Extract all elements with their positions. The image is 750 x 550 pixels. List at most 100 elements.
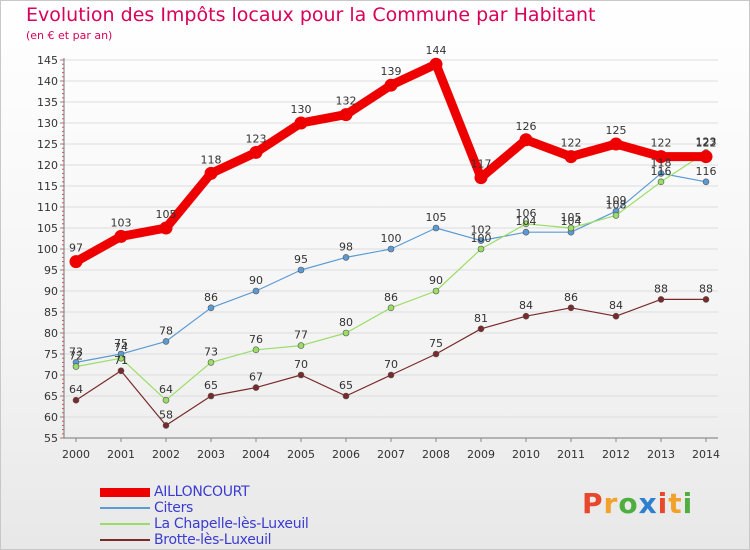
chart-subtitle: (en € et par an) bbox=[26, 29, 113, 42]
x-tick-label: 2008 bbox=[422, 448, 450, 461]
y-tick-label: 80 bbox=[44, 327, 58, 340]
logo-letter: o bbox=[618, 487, 639, 520]
data-point bbox=[522, 220, 530, 228]
data-label: 130 bbox=[291, 103, 312, 116]
data-point bbox=[207, 392, 215, 400]
data-point bbox=[477, 237, 485, 244]
data-label: 70 bbox=[294, 358, 308, 371]
data-label: 71 bbox=[114, 354, 128, 367]
y-tick-label: 140 bbox=[37, 75, 58, 88]
data-point bbox=[654, 150, 668, 164]
data-point bbox=[207, 359, 215, 366]
data-point bbox=[162, 422, 170, 429]
data-point bbox=[252, 346, 260, 354]
data-label: 104 bbox=[561, 215, 582, 228]
data-point bbox=[657, 178, 665, 186]
data-label: 73 bbox=[204, 345, 218, 358]
logo-letter: t bbox=[668, 487, 683, 520]
x-tick-label: 2007 bbox=[377, 448, 405, 461]
data-label: 122 bbox=[651, 137, 672, 150]
data-point bbox=[72, 363, 80, 370]
data-label: 125 bbox=[606, 124, 627, 137]
x-tick-label: 2002 bbox=[152, 448, 180, 461]
y-tick-label: 65 bbox=[44, 390, 58, 403]
data-point bbox=[702, 178, 710, 186]
data-label: 80 bbox=[339, 316, 353, 329]
y-tick-label: 95 bbox=[44, 264, 58, 277]
data-label: 88 bbox=[654, 282, 668, 295]
x-tick-label: 2009 bbox=[467, 448, 495, 461]
data-point bbox=[117, 367, 125, 375]
data-label: 126 bbox=[516, 120, 537, 133]
y-tick-label: 135 bbox=[37, 96, 58, 109]
data-label: 65 bbox=[339, 379, 353, 392]
data-label: 105 bbox=[426, 211, 447, 224]
data-label: 95 bbox=[294, 253, 308, 266]
data-point bbox=[159, 221, 173, 235]
y-tick-label: 125 bbox=[37, 138, 58, 151]
legend-swatch bbox=[100, 523, 150, 525]
axes: 55 60 65 70 75 80 85 90 95 100 105 110 115 120 125 130 1… bbox=[37, 54, 720, 461]
data-label: 123 bbox=[696, 135, 717, 148]
y-tick-label: 115 bbox=[37, 180, 58, 193]
data-point bbox=[252, 384, 260, 391]
data-label: 73 bbox=[69, 345, 83, 358]
x-tick-label: 2011 bbox=[557, 448, 585, 461]
data-point bbox=[69, 255, 83, 269]
logo-letter: P bbox=[582, 487, 604, 520]
data-label: 64 bbox=[69, 383, 83, 396]
data-point bbox=[117, 354, 125, 362]
data-label: 72 bbox=[69, 350, 83, 363]
data-label: 117 bbox=[471, 158, 492, 171]
data-point bbox=[567, 224, 575, 232]
logo-letter: x bbox=[638, 487, 658, 520]
data-label: 123 bbox=[246, 132, 267, 145]
data-label: 64 bbox=[159, 383, 173, 396]
data-point bbox=[519, 133, 533, 147]
data-label: 100 bbox=[381, 232, 402, 245]
data-label: 90 bbox=[249, 274, 263, 287]
data-label: 97 bbox=[69, 242, 83, 255]
data-label: 122 bbox=[561, 137, 582, 150]
legend-label: Citers bbox=[154, 500, 194, 516]
data-point bbox=[477, 245, 485, 253]
x-tick-label: 2003 bbox=[197, 448, 225, 461]
data-point bbox=[72, 396, 80, 404]
legend-label: Brotte-lès-Luxeuil bbox=[154, 532, 272, 548]
data-label: 65 bbox=[204, 379, 218, 392]
data-label: 77 bbox=[294, 329, 308, 342]
logo-letter: i bbox=[657, 487, 669, 520]
y-tick-label: 120 bbox=[37, 159, 58, 172]
data-point bbox=[474, 171, 488, 185]
data-point bbox=[384, 78, 398, 92]
legend-swatch bbox=[100, 539, 150, 541]
data-point bbox=[252, 287, 260, 295]
x-tick-label: 2012 bbox=[602, 448, 630, 461]
x-tick-label: 2013 bbox=[647, 448, 675, 461]
data-point bbox=[564, 150, 578, 164]
data-label: 86 bbox=[564, 291, 578, 304]
y-tick-label: 145 bbox=[37, 54, 58, 67]
legend-label: La Chapelle-lès-Luxeuil bbox=[154, 516, 309, 532]
x-tick-label: 2010 bbox=[512, 448, 540, 461]
data-label: 86 bbox=[384, 291, 398, 304]
data-point bbox=[612, 312, 620, 320]
data-label: 102 bbox=[471, 224, 492, 237]
data-point bbox=[432, 224, 440, 232]
data-point bbox=[432, 287, 440, 295]
data-point bbox=[294, 116, 308, 130]
data-point bbox=[612, 212, 620, 219]
data-label: 116 bbox=[696, 165, 717, 178]
data-point bbox=[699, 150, 713, 164]
data-label: 70 bbox=[384, 358, 398, 371]
data-label: 139 bbox=[381, 65, 402, 78]
data-label: 106 bbox=[516, 207, 537, 220]
legend-swatch bbox=[100, 507, 150, 509]
data-label: 108 bbox=[606, 198, 627, 211]
data-label: 78 bbox=[159, 324, 173, 337]
data-point bbox=[657, 170, 665, 177]
data-label: 75 bbox=[429, 337, 443, 350]
data-point bbox=[297, 342, 305, 349]
data-point bbox=[114, 229, 128, 243]
data-label: 90 bbox=[429, 274, 443, 287]
